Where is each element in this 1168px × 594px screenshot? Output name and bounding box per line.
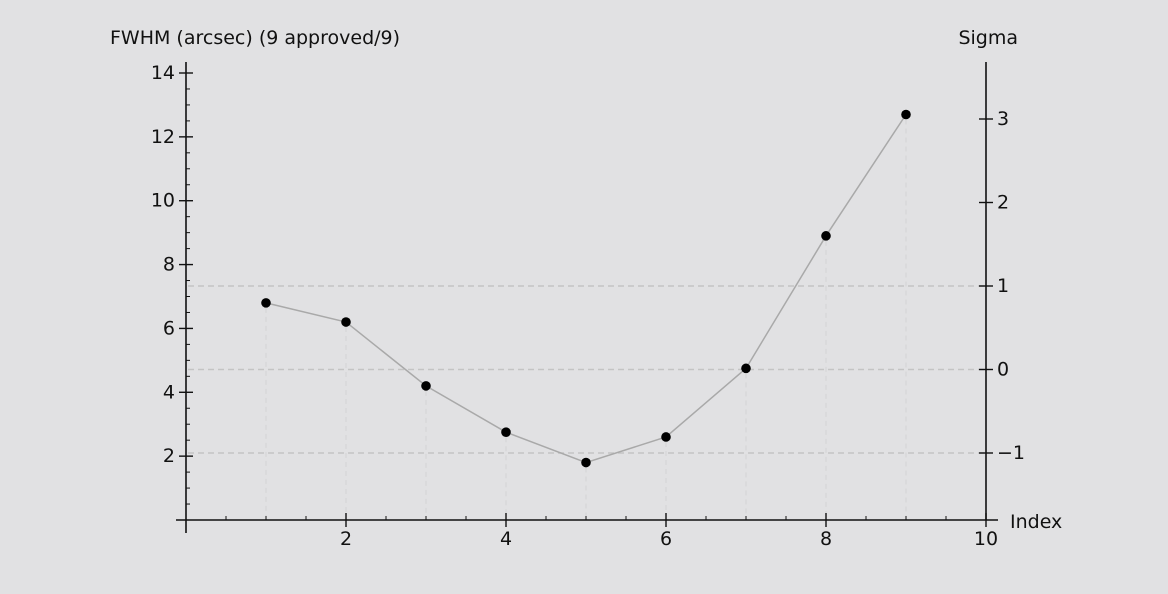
fwhm-data-point	[581, 457, 591, 468]
left-y-tick-label: 10	[151, 190, 175, 212]
left-y-tick-label: 14	[151, 62, 175, 84]
x-tick-label: 2	[340, 528, 352, 550]
left-y-tick-label: 4	[163, 381, 175, 403]
fwhm-data-point	[661, 432, 671, 442]
left-axis-label: FWHM (arcsec) (9 approved/9)	[110, 27, 400, 49]
x-tick-label: 6	[660, 528, 672, 550]
fwhm-data-point	[501, 427, 511, 437]
fwhm-series-line	[265, 114, 907, 464]
fwhm-data-point	[261, 298, 271, 308]
x-tick-label: 8	[820, 528, 832, 550]
fwhm-data-point	[421, 381, 431, 391]
left-y-tick-label: 6	[163, 317, 175, 339]
left-y-tick-label: 2	[163, 445, 175, 467]
fwhm-data-point	[341, 317, 351, 327]
left-y-tick-label: 8	[163, 254, 175, 276]
fwhm-data-point	[901, 109, 911, 120]
x-tick-label: 10	[974, 528, 998, 550]
right-axis-label: Sigma	[958, 27, 1018, 49]
right-y-tick-label: 3	[997, 108, 1009, 130]
fwhm-data-point	[821, 231, 831, 241]
right-y-tick-label: −1	[997, 442, 1025, 464]
x-tick-label: 4	[500, 528, 512, 550]
right-y-tick-label: 1	[997, 275, 1009, 297]
x-axis-label: Index	[1010, 511, 1062, 533]
right-y-tick-label: 2	[997, 192, 1009, 214]
left-y-tick-label: 12	[151, 126, 175, 148]
fwhm-data-point	[741, 363, 751, 374]
right-y-tick-label: 0	[997, 359, 1009, 381]
